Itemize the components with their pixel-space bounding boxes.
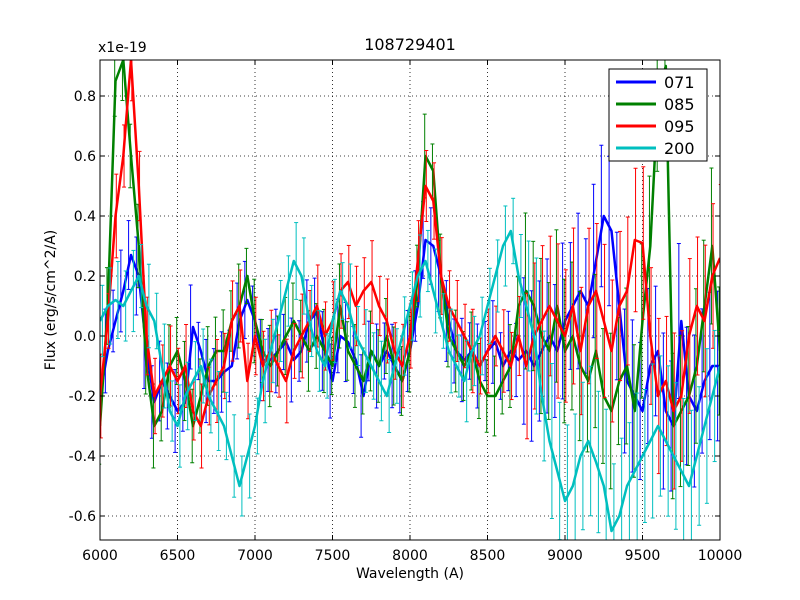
y-tick-label: -0.6 [69, 509, 96, 525]
error-bars-200 [100, 197, 717, 540]
x-tick-label: 7000 [237, 548, 273, 564]
legend: 071 085 095 200 [608, 68, 708, 162]
y-tick-label: 0.0 [74, 329, 96, 345]
x-tick-label: 8500 [470, 548, 506, 564]
x-tick-label: 6500 [160, 548, 196, 564]
chart-title: 108729401 [364, 35, 456, 54]
series-line-095 [100, 60, 720, 428]
series-line-200 [100, 229, 720, 533]
legend-label: 071 [664, 73, 695, 92]
y-axis-label: Flux (erg/s/cm^2/A) [43, 230, 59, 370]
y-tick-label: 0.2 [74, 269, 96, 285]
series-095 [100, 60, 720, 490]
y-tick-label: -0.4 [69, 449, 96, 465]
axis-ticks: 6000 6500 7000 7500 8000 8500 9000 9500 10000 -0.… [69, 60, 743, 564]
y-tick-label: -0.2 [69, 389, 96, 405]
legend-entry: 071 [616, 73, 695, 92]
series-layer [100, 60, 720, 540]
x-tick-label: 9500 [625, 548, 661, 564]
legend-entry: 200 [616, 139, 695, 158]
y-tick-label: 0.4 [74, 209, 96, 225]
legend-label: 095 [664, 117, 695, 136]
x-tick-label: 9000 [547, 548, 583, 564]
x-tick-label: 10000 [698, 548, 743, 564]
legend-label: 200 [664, 139, 695, 158]
series-200 [100, 197, 720, 540]
y-tick-label: 0.8 [74, 89, 96, 105]
legend-label: 085 [664, 95, 695, 114]
x-axis-label: Wavelength (A) [356, 566, 464, 582]
y-multiplier-label: x1e-19 [98, 40, 147, 56]
legend-box [608, 68, 708, 162]
x-tick-label: 7500 [315, 548, 351, 564]
legend-entry: 085 [616, 95, 695, 114]
x-tick-label: 6000 [82, 548, 118, 564]
legend-entry: 095 [616, 117, 695, 136]
x-tick-label: 8000 [392, 548, 428, 564]
y-tick-label: 0.6 [74, 149, 96, 165]
